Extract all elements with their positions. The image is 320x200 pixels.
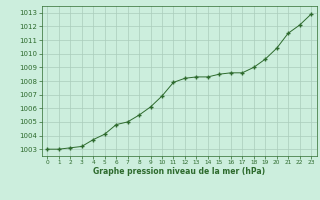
X-axis label: Graphe pression niveau de la mer (hPa): Graphe pression niveau de la mer (hPa) bbox=[93, 167, 265, 176]
